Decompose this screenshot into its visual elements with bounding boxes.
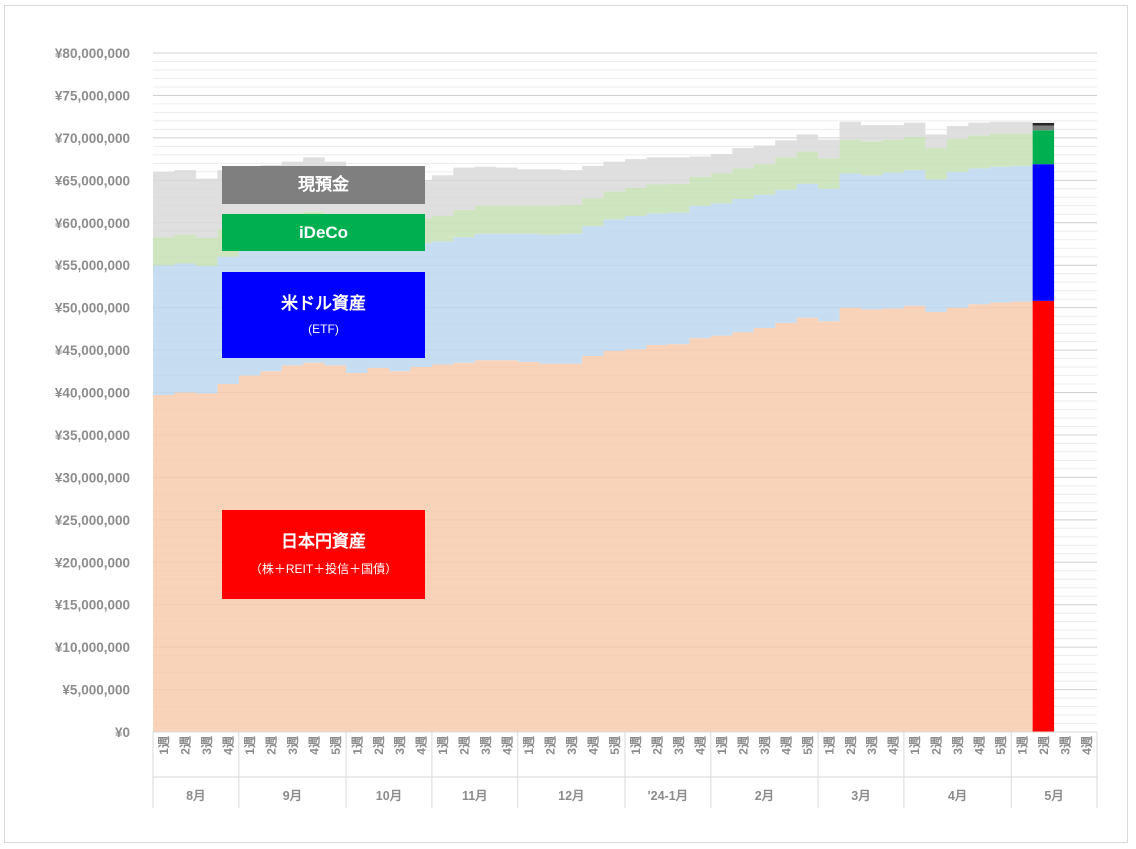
x-week-label: 2週 <box>1036 736 1051 755</box>
legend-jpy-label: 日本円資産 <box>281 532 366 551</box>
area-series-3 <box>153 121 1033 239</box>
x-week-label: 1週 <box>821 736 836 755</box>
x-week-label: 2週 <box>929 736 944 755</box>
x-week-label: 3週 <box>285 736 300 755</box>
y-axis: ¥0 ¥5,000,000 ¥10,000,000 ¥15,000,000 ¥20,00… <box>55 46 130 740</box>
x-week-label: 1週 <box>349 736 364 755</box>
x-week-label: 4週 <box>221 736 236 755</box>
legend-cash-label: 現預金 <box>298 175 349 194</box>
x-week-label: 2週 <box>843 736 858 755</box>
x-week-label: 1週 <box>521 736 536 755</box>
y-tick-label: ¥5,000,000 <box>62 683 130 698</box>
x-week-label: 1週 <box>907 736 922 755</box>
y-tick-label: ¥15,000,000 <box>55 598 130 613</box>
current-bar-segment-1 <box>1032 164 1055 301</box>
x-week-label: 3週 <box>757 736 772 755</box>
x-week-label: 3週 <box>1057 736 1072 755</box>
current-bar-segment-3 <box>1032 125 1055 131</box>
x-week-label: 2週 <box>264 736 279 755</box>
x-week-label: 4週 <box>693 736 708 755</box>
x-month-label: 10月 <box>376 789 402 803</box>
x-week-label: 4週 <box>778 736 793 755</box>
legend-usd-assets: 米ドル資産 (ETF) <box>222 272 425 358</box>
x-month-label: '24-1月 <box>648 789 689 803</box>
x-week-label: 2週 <box>542 736 557 755</box>
x-week-label: 2週 <box>371 736 386 755</box>
x-month-label: 11月 <box>462 789 488 803</box>
x-week-label: 5週 <box>800 736 815 755</box>
current-bar-segment-2 <box>1032 130 1055 165</box>
x-week-label: 2週 <box>650 736 665 755</box>
x-month-label: 3月 <box>851 789 870 803</box>
current-bar-segment-4 <box>1032 122 1055 126</box>
x-week-label: 3週 <box>199 736 214 755</box>
y-tick-label: ¥0 <box>115 725 130 740</box>
x-week-label: 4週 <box>585 736 600 755</box>
x-week-label: 3週 <box>564 736 579 755</box>
legend-ideco-label: iDeCo <box>298 222 349 242</box>
current-bar-segment-0 <box>1032 300 1055 732</box>
y-tick-label: ¥25,000,000 <box>55 513 130 528</box>
x-week-label: 1週 <box>156 736 171 755</box>
x-week-label: 1週 <box>1014 736 1029 755</box>
y-tick-label: ¥45,000,000 <box>55 343 130 358</box>
y-tick-label: ¥50,000,000 <box>55 301 130 316</box>
x-axis: 1週 2週 3週 4週 1週 2週 3週 4週 5週 1週 2週 3週 4週 1週 2週 3週 4週 1週 2週 3週… <box>152 731 1098 808</box>
x-week-label: 2週 <box>178 736 193 755</box>
legend-usd-sub: (ETF) <box>308 322 339 336</box>
x-week-label: 4週 <box>414 736 429 755</box>
legend-usd-label: 米ドル資産 <box>281 294 366 313</box>
x-week-label: 1週 <box>242 736 257 755</box>
x-week-label: 5週 <box>993 736 1008 755</box>
current-week-bar <box>1032 122 1055 732</box>
y-tick-label: ¥60,000,000 <box>55 216 130 231</box>
x-month-label: 8月 <box>186 789 205 803</box>
area-series-0 <box>153 301 1033 732</box>
x-week-label: 3週 <box>478 736 493 755</box>
legend-ideco: iDeCo <box>222 214 425 251</box>
x-month-label: 4月 <box>948 789 967 803</box>
x-week-label: 3週 <box>864 736 879 755</box>
x-week-label: 3週 <box>392 736 407 755</box>
y-tick-label: ¥55,000,000 <box>55 258 130 273</box>
x-month-label: 5月 <box>1044 789 1063 803</box>
x-week-label: 2週 <box>457 736 472 755</box>
chart-frame: ¥0 ¥5,000,000 ¥10,000,000 ¥15,000,000 ¥20,00… <box>4 5 1128 843</box>
x-week-label: 2週 <box>736 736 751 755</box>
x-week-label: 4週 <box>500 736 515 755</box>
x-week-label: 1週 <box>628 736 643 755</box>
x-week-label: 5週 <box>607 736 622 755</box>
y-tick-label: ¥30,000,000 <box>55 470 130 485</box>
x-week-label: 4週 <box>1079 736 1094 755</box>
x-week-label: 1週 <box>714 736 729 755</box>
legend-cash: 現預金 <box>222 166 425 204</box>
y-tick-label: ¥65,000,000 <box>55 173 130 188</box>
x-month-label: 2月 <box>755 789 774 803</box>
legend-jpy-sub: （株＋REIT＋投信＋国債） <box>249 562 398 576</box>
y-tick-label: ¥35,000,000 <box>55 428 130 443</box>
y-tick-label: ¥40,000,000 <box>55 386 130 401</box>
y-tick-label: ¥70,000,000 <box>55 131 130 146</box>
legend-jpy-assets: 日本円資産 （株＋REIT＋投信＋国債） <box>222 510 425 599</box>
x-week-label: 3週 <box>950 736 965 755</box>
y-tick-label: ¥75,000,000 <box>55 88 130 103</box>
y-tick-label: ¥20,000,000 <box>55 555 130 570</box>
y-tick-label: ¥10,000,000 <box>55 640 130 655</box>
x-month-label: 12月 <box>558 789 584 803</box>
x-week-label: 4週 <box>886 736 901 755</box>
x-week-label: 1週 <box>435 736 450 755</box>
x-week-label: 3週 <box>671 736 686 755</box>
x-month-label: 9月 <box>283 789 302 803</box>
stacked-area-chart: ¥0 ¥5,000,000 ¥10,000,000 ¥15,000,000 ¥20,00… <box>55 46 1098 808</box>
y-tick-label: ¥80,000,000 <box>55 46 130 61</box>
x-week-label: 5週 <box>328 736 343 755</box>
x-week-label: 4週 <box>306 736 321 755</box>
x-week-label: 4週 <box>972 736 987 755</box>
